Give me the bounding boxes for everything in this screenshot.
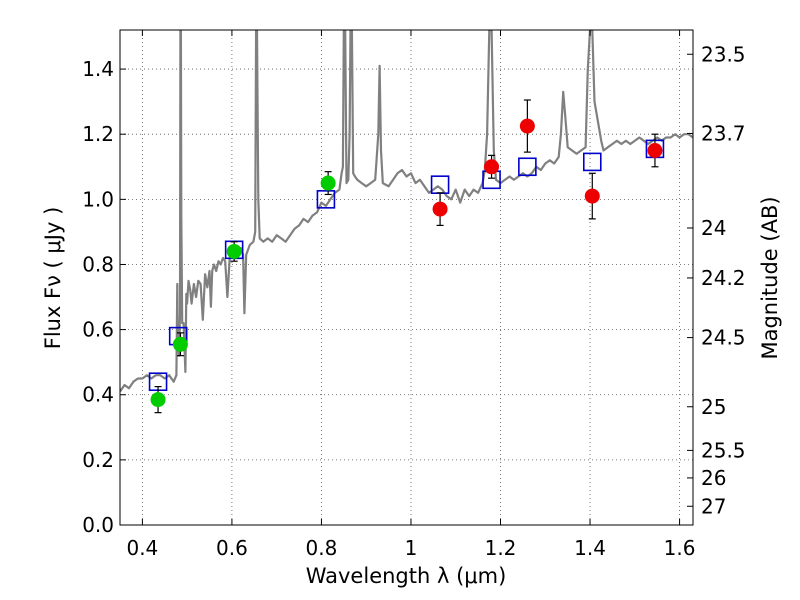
x-tick-label: 1.6 — [664, 536, 696, 560]
y-tick-label: 0.4 — [82, 383, 114, 407]
red-data-point — [484, 159, 500, 175]
red-data-point — [584, 188, 600, 204]
y2-tick-label: 26 — [701, 466, 726, 490]
y-axis: 0.0 0.2 0.4 0.6 0.8 1.0 1.2 1.4 — [82, 57, 126, 537]
spectrum-layer — [120, 30, 693, 393]
x-axis-label: Wavelength λ (μm) — [306, 564, 507, 588]
green-data-point — [320, 175, 336, 191]
red-data-point — [519, 118, 535, 134]
x-tick-label: 0.8 — [306, 536, 338, 560]
y-tick-label: 0.2 — [82, 448, 114, 472]
y2-tick-label: 23.7 — [701, 121, 746, 145]
x-tick-label: 0.6 — [216, 536, 248, 560]
green-data-point — [172, 336, 188, 352]
model-photometry-square — [316, 190, 336, 209]
right-axis-label: Magnitude (AB) — [758, 196, 782, 359]
x-tick-label: 1 — [405, 536, 418, 560]
y2-tick-label: 25.5 — [701, 438, 746, 462]
y2-tick-label: 25 — [701, 395, 726, 419]
markers-layer — [148, 99, 665, 414]
x-tick-label: 1.2 — [485, 536, 517, 560]
y-tick-label: 0.8 — [82, 252, 114, 276]
x-axis: 0.4 0.6 0.8 1 1.2 1.4 1.6 — [126, 30, 695, 560]
y-tick-label: 0.6 — [82, 318, 114, 342]
y2-tick-label: 24 — [701, 216, 726, 240]
model-photometry-square — [582, 152, 602, 172]
y2-tick-label: 24.5 — [701, 326, 746, 350]
green-data-point — [150, 392, 166, 408]
y-axis-label: Flux Fν ( μJy ) — [41, 207, 65, 350]
y2-tick-label: 23.5 — [701, 42, 746, 66]
grid — [120, 30, 693, 526]
y-tick-label: 0.0 — [82, 513, 114, 537]
model-photometry-square — [518, 157, 537, 177]
y-tick-label: 1.4 — [82, 57, 114, 81]
x-tick-label: 1.4 — [574, 536, 606, 560]
spectrum-line — [120, 30, 693, 393]
y2-tick-label: 24.2 — [701, 266, 746, 290]
red-data-point — [432, 201, 448, 217]
x-tick-label: 0.4 — [126, 536, 158, 560]
right-magnitude-axis: 23.5 23.7 24 24.2 24.5 25 25.5 26 27 — [687, 42, 746, 518]
green-data-point — [226, 243, 242, 259]
y2-tick-label: 27 — [701, 494, 726, 518]
red-data-point — [647, 142, 663, 158]
plot-area — [120, 30, 693, 525]
y-tick-label: 1.2 — [82, 122, 114, 146]
y-tick-label: 1.0 — [82, 187, 114, 211]
